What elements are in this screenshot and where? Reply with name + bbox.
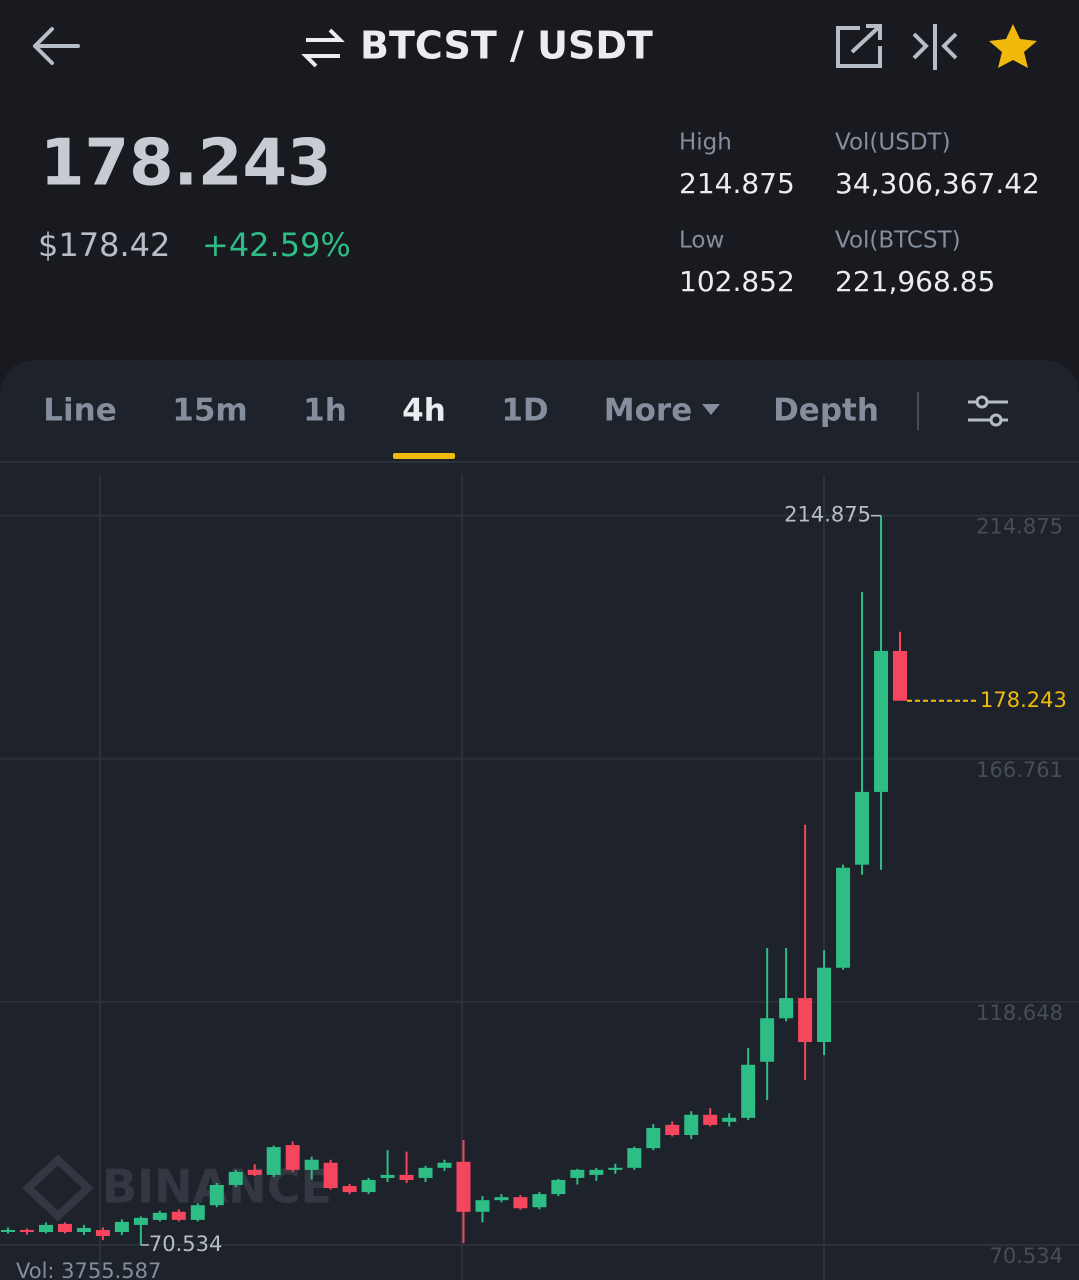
candle-body xyxy=(133,1217,148,1225)
stat-value: 34,306,367.42 xyxy=(835,167,1040,200)
y-tick-label: 70.534 xyxy=(990,1244,1063,1268)
stats: High 214.875 Vol(USDT) 34,306,367.42 Low 102.… xyxy=(679,130,1040,299)
y-tick-label: 166.761 xyxy=(976,758,1063,782)
y-tick-label: 118.648 xyxy=(976,1001,1063,1025)
candle-body xyxy=(399,1174,414,1180)
candle-body xyxy=(836,867,851,968)
candle-body xyxy=(893,650,907,701)
share-icon xyxy=(836,24,882,68)
stat-label: High xyxy=(679,130,732,156)
tab-indicator xyxy=(393,453,455,459)
candle-body xyxy=(722,1117,737,1122)
candle-body xyxy=(627,1148,642,1168)
candle-body xyxy=(703,1114,718,1125)
candle-body xyxy=(741,1064,756,1118)
tab[interactable]: Depth xyxy=(773,393,879,429)
candle-body xyxy=(475,1200,490,1212)
candle-body xyxy=(684,1114,699,1135)
candle-body xyxy=(38,1224,53,1233)
candle-body xyxy=(589,1169,604,1175)
back-button[interactable] xyxy=(33,27,80,65)
candle-body xyxy=(285,1145,300,1170)
settings-knob xyxy=(975,395,989,409)
pair-title: BTCST / USDT xyxy=(360,24,653,68)
candle-body xyxy=(874,650,889,792)
back-icon xyxy=(33,27,80,65)
candle-body xyxy=(323,1162,338,1189)
candle-body xyxy=(608,1167,623,1170)
candle-body xyxy=(228,1171,243,1186)
tab[interactable]: 1D xyxy=(501,393,548,429)
tab[interactable]: 4h xyxy=(402,393,446,429)
candle-body xyxy=(798,998,813,1043)
candle-body xyxy=(247,1169,262,1175)
price-change: +42.59% xyxy=(202,226,351,264)
candle-body xyxy=(57,1223,72,1233)
chart-panel xyxy=(0,360,1079,1280)
price-usd: $178.42 xyxy=(38,226,170,264)
tab[interactable]: More xyxy=(604,393,692,429)
plot: 214.875 166.761 118.648 70.534 214.875 70.534… xyxy=(0,503,1079,1268)
swap-icon[interactable] xyxy=(301,28,345,68)
candle-body xyxy=(665,1124,680,1135)
candle-body xyxy=(76,1227,91,1233)
tabs: Line 15m 1h 4h 1D More Depth xyxy=(43,393,879,459)
candle-body xyxy=(855,791,870,865)
candle-body xyxy=(494,1197,509,1201)
tab[interactable]: Line xyxy=(43,393,116,429)
candle-body xyxy=(513,1197,528,1209)
candle-body xyxy=(532,1194,547,1208)
share-button[interactable] xyxy=(836,24,882,68)
candle-body xyxy=(817,967,832,1043)
settings-knob xyxy=(989,413,1003,427)
compare-button[interactable] xyxy=(912,24,958,70)
settings-button[interactable] xyxy=(968,395,1008,427)
vertical-grid xyxy=(99,475,825,1280)
candle-body xyxy=(418,1167,433,1178)
candle-body xyxy=(171,1211,186,1220)
candle-body xyxy=(646,1127,661,1149)
last-price-label: 178.243 xyxy=(980,688,1067,712)
candle-body xyxy=(342,1186,357,1193)
last-price: 178.243 xyxy=(40,127,332,201)
candle-body xyxy=(779,998,794,1019)
candle-body xyxy=(570,1169,585,1178)
candle-body xyxy=(209,1185,224,1206)
stat-label: Vol(BTCST) xyxy=(835,228,961,254)
candle-body xyxy=(437,1162,452,1168)
candle-body xyxy=(114,1221,129,1233)
candle-body xyxy=(266,1147,281,1175)
candle-body xyxy=(361,1179,376,1193)
y-tick-label: 214.875 xyxy=(976,515,1063,539)
stat-value: 221,968.85 xyxy=(835,265,995,298)
stat-label: Low xyxy=(679,228,724,254)
candle-body xyxy=(456,1161,471,1212)
candle-body xyxy=(551,1179,566,1195)
volume-label: Vol: 3755.587 xyxy=(16,1259,161,1280)
tab[interactable]: 1h xyxy=(303,393,347,429)
tab[interactable]: 15m xyxy=(172,393,247,429)
low-label: 70.534 xyxy=(149,1232,222,1256)
stat-value: 214.875 xyxy=(679,167,795,200)
compare-icon xyxy=(912,24,958,70)
favorite-star[interactable] xyxy=(989,24,1037,68)
candle-body xyxy=(304,1159,319,1170)
swap-arrows xyxy=(301,28,345,68)
candle-body xyxy=(380,1174,395,1178)
candle-body xyxy=(760,1018,775,1062)
candle-body xyxy=(95,1229,110,1237)
stat-value: 102.852 xyxy=(679,265,795,298)
candle-body xyxy=(1,1229,15,1233)
candle-body xyxy=(152,1212,167,1220)
stat-label: Vol(USDT) xyxy=(835,130,951,156)
dropdown-caret xyxy=(702,404,720,415)
candle-body xyxy=(19,1229,34,1233)
high-label: 214.875 xyxy=(784,503,871,527)
watermark-logo xyxy=(22,1154,94,1222)
candle-body xyxy=(190,1205,205,1220)
